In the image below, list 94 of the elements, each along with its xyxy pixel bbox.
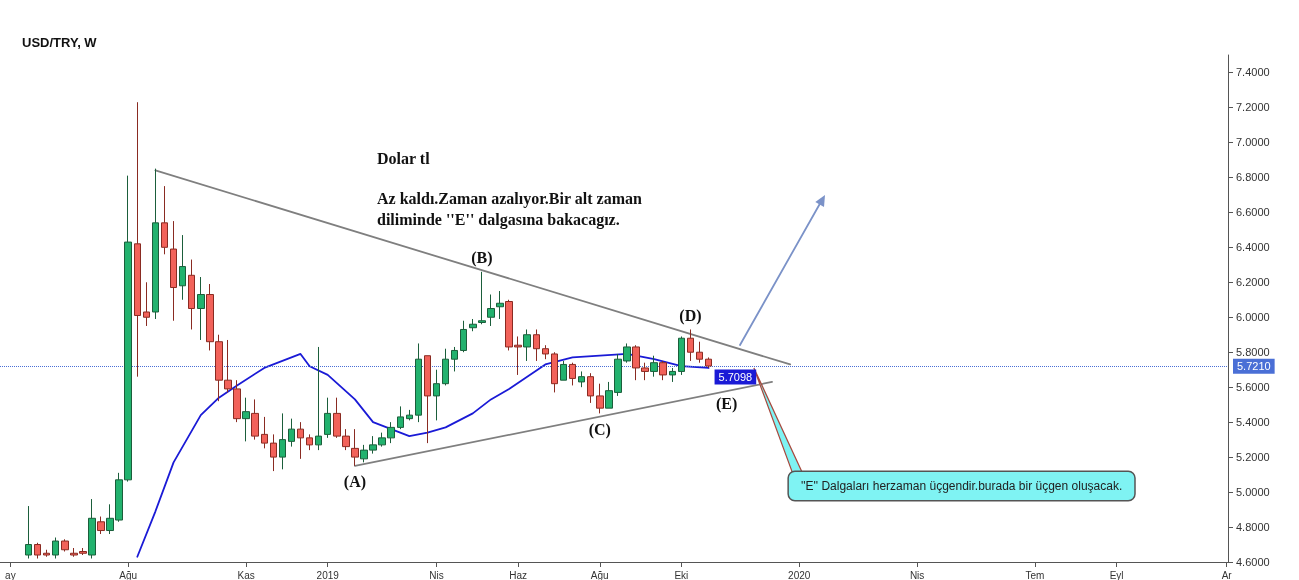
annotation: (A) (343, 473, 367, 492)
candlestick (669, 367, 676, 383)
candlestick (523, 328, 531, 362)
y-tick-label: 4.6000 (1236, 556, 1270, 568)
ref-line-label: 5.7210 (1237, 360, 1271, 373)
candlestick (261, 416, 268, 449)
y-tick-label: 4.8000 (1236, 521, 1270, 534)
candlestick (433, 369, 440, 421)
candlestick (533, 328, 540, 362)
candlestick (415, 342, 422, 423)
x-tick-label: Ar (1221, 569, 1233, 580)
annotation: ''E'' Dalgaları herzaman üçgendir.burada bir üçgen oluşacak. (800, 478, 1123, 493)
candlestick (88, 498, 96, 559)
y-tick-label: 7.2000 (1236, 101, 1270, 114)
candlestick (487, 294, 495, 327)
candlestick (61, 538, 69, 553)
candlestick (170, 220, 177, 322)
candlestick (351, 428, 359, 467)
candlestick (542, 344, 549, 360)
candlestick (188, 259, 195, 330)
candlestick (97, 516, 105, 535)
annotation: (D) (679, 306, 702, 325)
candlestick (678, 335, 685, 376)
candlestick (587, 372, 594, 404)
candlestick (143, 281, 150, 327)
candlestick (297, 421, 304, 460)
x-tick-label: Ağu (119, 569, 138, 580)
candlestick (279, 412, 286, 470)
y-tick-label: 5.8000 (1236, 346, 1270, 359)
y-tick-label: 6.2000 (1236, 276, 1270, 289)
candlestick (251, 398, 259, 441)
candlestick (496, 290, 504, 320)
candlestick (451, 346, 458, 372)
x-tick-label: Kas (237, 569, 255, 580)
candlestick (315, 346, 322, 451)
data-label: 5.7098 (718, 370, 753, 383)
y-tick-label: 5.4000 (1236, 416, 1270, 429)
candlestick (460, 320, 467, 353)
chart-title: USD/TRY, W (22, 35, 98, 50)
candlestick (52, 537, 59, 559)
candlestick (270, 433, 277, 472)
candlestick (242, 397, 250, 442)
candlestick (43, 549, 50, 558)
line-series (136, 353, 710, 558)
candlestick (161, 185, 168, 255)
y-tick-label: 6.8000 (1236, 171, 1270, 184)
annotation: Az kaldı.Zaman azalıyor.Bir alt zaman diliminde ''E'' dalgasına bakacagız. (377, 190, 646, 229)
candlestick (469, 318, 477, 332)
candlestick (705, 356, 712, 369)
candlestick (288, 418, 295, 448)
annotation: Dolar tl (377, 150, 431, 167)
y-tick-label: 5.0000 (1236, 486, 1270, 499)
candlestick (324, 397, 331, 439)
candlestick (25, 505, 32, 559)
candlestick (560, 360, 567, 381)
y-tick-label: 6.4000 (1236, 241, 1270, 254)
y-tick-label: 7.0000 (1236, 136, 1270, 149)
candlestick (306, 433, 313, 451)
candlestick (442, 348, 449, 386)
annotation: (E) (716, 394, 738, 413)
candlestick (179, 234, 186, 301)
candlestick (569, 362, 576, 386)
candlestick (397, 405, 404, 430)
candlestick (152, 168, 159, 320)
candlestick (687, 328, 694, 362)
candlestick (424, 355, 431, 444)
x-tick-label: Eki (674, 569, 689, 580)
y-tick-label: 5.2000 (1236, 451, 1270, 464)
x-tick-label: Ağu (590, 569, 609, 580)
candlestick (659, 360, 667, 381)
y-tick-label: 7.4000 (1236, 66, 1270, 79)
candlestick (551, 351, 558, 393)
x-tick-label: Tem (1025, 569, 1045, 580)
candlestick (650, 355, 658, 378)
x-tick-label: ay (5, 569, 16, 580)
x-tick-label: Haz (509, 569, 528, 580)
candlestick (406, 409, 413, 421)
candlestick (696, 341, 703, 364)
candlestick (197, 276, 205, 341)
x-tick-label: Eyl (1109, 569, 1124, 580)
x-tick-label: 2019 (316, 569, 340, 580)
candlestick (478, 271, 486, 325)
x-tick-label: 2020 (788, 569, 811, 580)
candlestick (134, 101, 141, 378)
y-tick-label: 6.0000 (1236, 311, 1270, 324)
x-tick-label: Nis (909, 569, 925, 580)
y-tick-label: 6.6000 (1236, 206, 1270, 219)
candlestick (34, 542, 41, 559)
annotation: (B) (471, 249, 493, 268)
candlestick (596, 383, 604, 414)
y-tick-label: 5.6000 (1236, 381, 1270, 394)
candlestick (578, 370, 585, 388)
x-tick-label: Nis (429, 569, 444, 580)
annotation: (C) (588, 420, 611, 439)
